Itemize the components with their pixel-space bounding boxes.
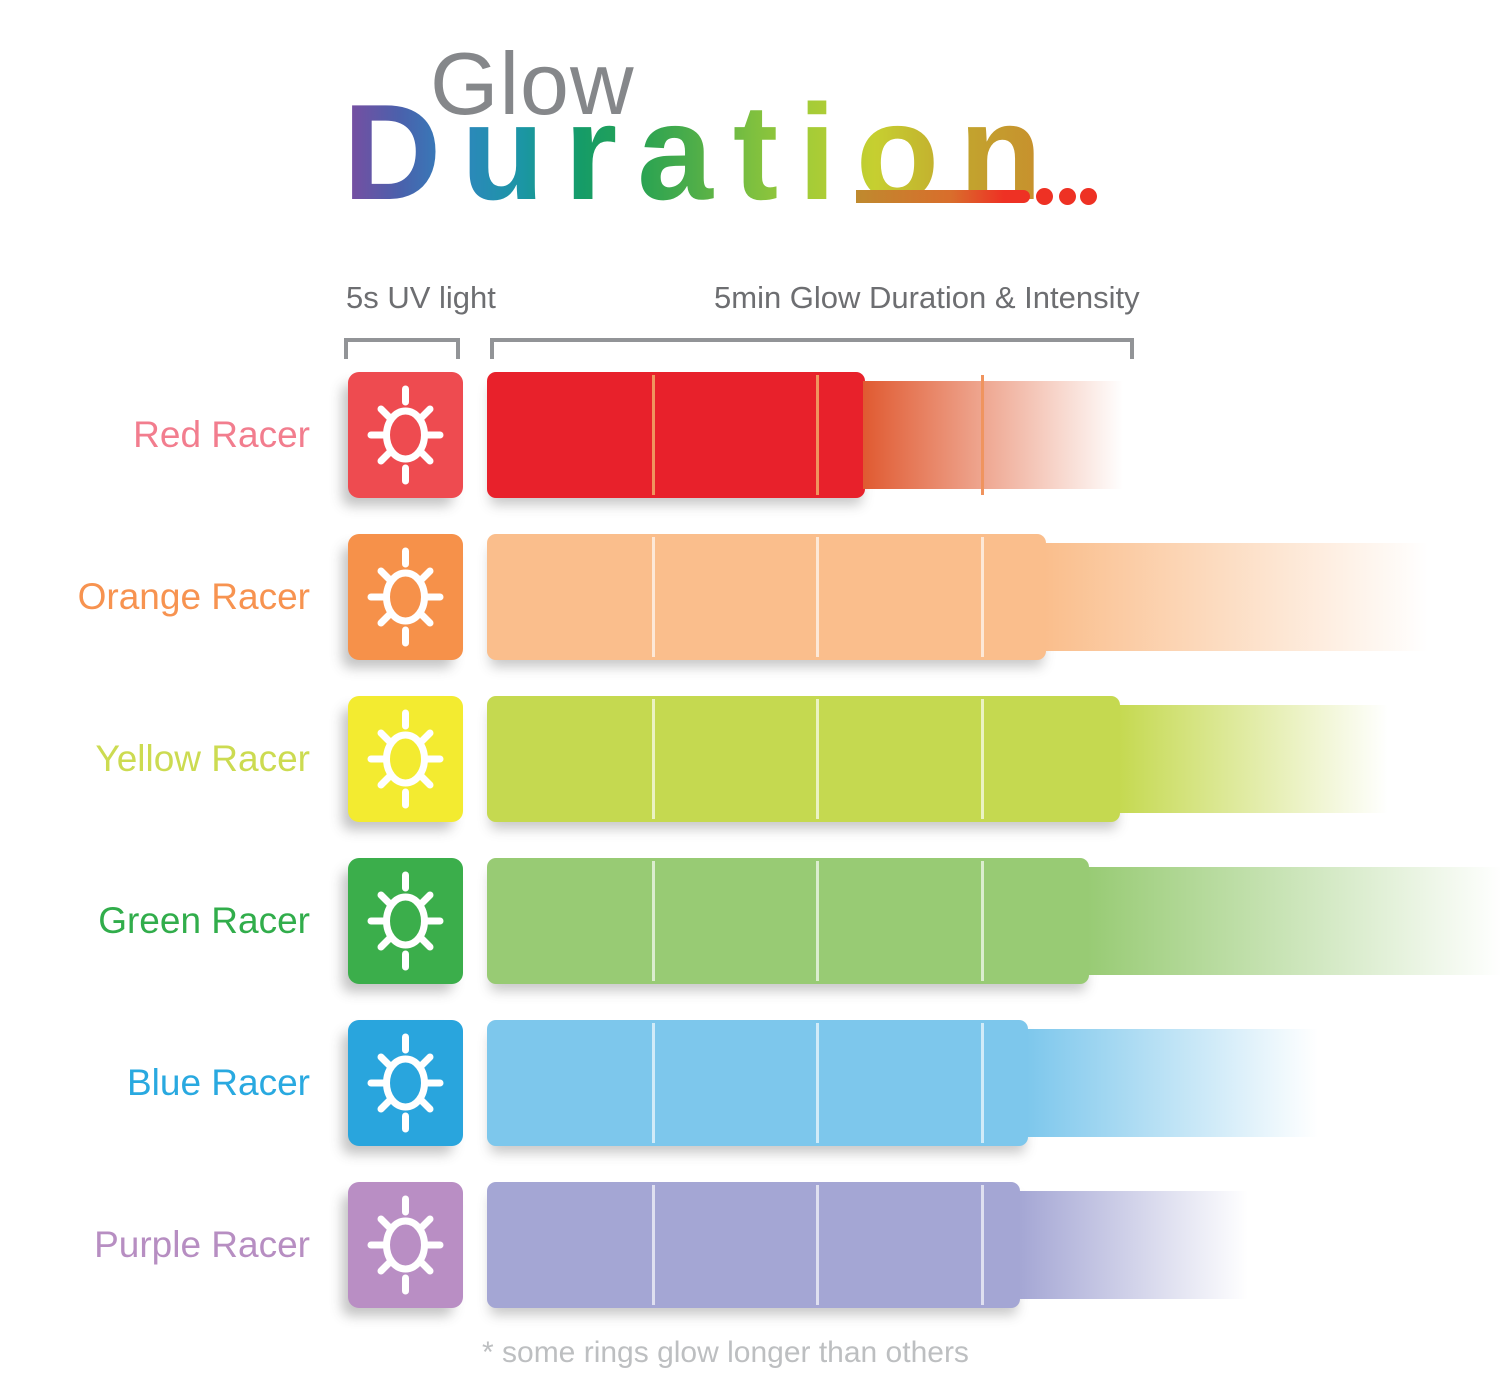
glow-bar bbox=[487, 534, 1500, 660]
racer-label: Blue Racer bbox=[126, 1062, 310, 1103]
racer-row: Purple Racer bbox=[0, 1182, 1500, 1308]
segment-divider bbox=[981, 1023, 984, 1143]
ellipsis-dot bbox=[1059, 188, 1076, 205]
title-glow: Glow bbox=[430, 40, 635, 128]
sun-icon bbox=[367, 547, 444, 647]
glow-bar bbox=[487, 858, 1500, 984]
segment-divider bbox=[652, 1023, 655, 1143]
uv-exposure-label: 5s UV light bbox=[346, 280, 496, 315]
sun-icon bbox=[367, 709, 444, 809]
glow-bar-solid bbox=[487, 372, 865, 498]
ellipsis-dot bbox=[1036, 188, 1053, 205]
segment-divider bbox=[981, 375, 984, 495]
uv-light-badge bbox=[348, 1182, 463, 1308]
glow-bar-solid bbox=[487, 534, 1046, 660]
segment-divider bbox=[652, 1185, 655, 1305]
sun-icon bbox=[367, 871, 444, 971]
glow-bar-fade bbox=[1087, 867, 1500, 975]
segment-divider bbox=[652, 699, 655, 819]
segment-divider bbox=[981, 1185, 984, 1305]
segment-divider bbox=[816, 1023, 819, 1143]
ellipsis-dot bbox=[1080, 188, 1097, 205]
sun-icon bbox=[367, 1195, 444, 1295]
glow-bar-solid bbox=[487, 1020, 1028, 1146]
racer-row: Green Racer bbox=[0, 858, 1500, 984]
segment-divider bbox=[981, 537, 984, 657]
sun-icon bbox=[367, 385, 444, 485]
glow-bar bbox=[487, 1182, 1500, 1308]
footnote: * some rings glow longer than others bbox=[482, 1336, 969, 1369]
glow-bar-fade bbox=[1026, 1029, 1318, 1137]
sun-icon bbox=[367, 1033, 444, 1133]
racer-label: Green Racer bbox=[98, 900, 310, 941]
uv-light-badge bbox=[348, 534, 463, 660]
racer-label: Orange Racer bbox=[77, 576, 310, 617]
glow-bar-fade bbox=[1018, 1191, 1248, 1299]
segment-divider bbox=[816, 699, 819, 819]
uv-bracket bbox=[344, 338, 460, 359]
glow-bar-solid bbox=[487, 696, 1120, 822]
uv-light-badge bbox=[348, 858, 463, 984]
segment-divider bbox=[981, 699, 984, 819]
segment-divider bbox=[816, 861, 819, 981]
title-underline-decoration bbox=[856, 190, 1030, 203]
uv-light-badge bbox=[348, 372, 463, 498]
glow-bar bbox=[487, 696, 1500, 822]
uv-light-badge bbox=[348, 696, 463, 822]
glow-bar-solid bbox=[487, 1182, 1020, 1308]
segment-divider bbox=[652, 537, 655, 657]
glow-bar-fade bbox=[1118, 705, 1388, 813]
uv-light-badge bbox=[348, 1020, 463, 1146]
glow-bar bbox=[487, 372, 1500, 498]
glow-duration-axis-label: 5min Glow Duration & Intensity bbox=[714, 280, 1140, 315]
racer-label: Yellow Racer bbox=[95, 738, 310, 779]
racer-label: Purple Racer bbox=[94, 1224, 310, 1265]
segment-divider bbox=[652, 861, 655, 981]
glow-bar-solid bbox=[487, 858, 1089, 984]
racer-row: Orange Racer bbox=[0, 534, 1500, 660]
racer-row: Yellow Racer bbox=[0, 696, 1500, 822]
glow-duration-bracket bbox=[490, 338, 1134, 359]
segment-divider bbox=[981, 861, 984, 981]
segment-divider bbox=[816, 537, 819, 657]
glow-bar-fade bbox=[1044, 543, 1428, 651]
racer-row: Red Racer bbox=[0, 372, 1500, 498]
segment-divider bbox=[816, 1185, 819, 1305]
glow-bar bbox=[487, 1020, 1500, 1146]
segment-divider bbox=[652, 375, 655, 495]
segment-divider bbox=[816, 375, 819, 495]
racer-label: Red Racer bbox=[133, 414, 310, 455]
glow-bar-fade bbox=[863, 381, 1123, 489]
racer-row: Blue Racer bbox=[0, 1020, 1500, 1146]
